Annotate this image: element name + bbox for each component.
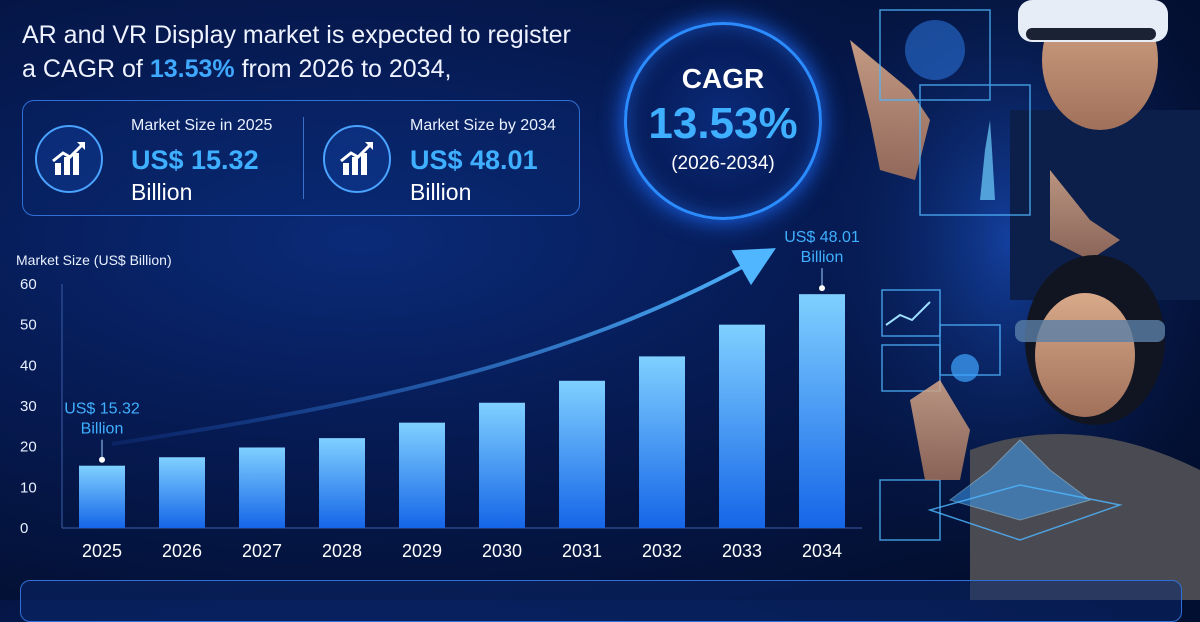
y-tick-label: 40 (20, 357, 37, 374)
data-label: Billion (801, 249, 844, 266)
bar-2025 (79, 465, 125, 528)
x-tick-label: 2032 (642, 541, 682, 561)
bar-2028 (319, 438, 365, 528)
bar-2030 (479, 402, 525, 528)
data-label: Billion (81, 421, 124, 438)
stat-unit: Billion (131, 179, 193, 205)
x-tick-label: 2031 (562, 541, 602, 561)
bar-2026 (159, 457, 205, 528)
headline-line-1: AR and VR Display market is expected to … (22, 21, 571, 49)
data-label: US$ 48.01 (784, 229, 860, 246)
cagr-value: 13.53% (648, 99, 798, 148)
x-tick-label: 2033 (722, 541, 762, 561)
headline-text: a CAGR of (22, 55, 150, 83)
data-label: US$ 15.32 (64, 401, 140, 418)
bar-2034 (799, 294, 845, 528)
bar-2029 (399, 422, 445, 528)
y-tick-label: 30 (20, 398, 37, 415)
data-label-marker (99, 456, 105, 463)
stat-label: Market Size by 2034 (410, 117, 556, 134)
x-tick-label: 2027 (242, 541, 282, 561)
growth-trend-arrow (111, 248, 776, 446)
x-tick-label: 2029 (402, 541, 442, 561)
cagr-period: (2026-2034) (671, 153, 775, 174)
cagr-badge: CAGR 13.53% (2026-2034) (624, 22, 822, 220)
stat-label: Market Size in 2025 (131, 117, 273, 134)
bar-2027 (239, 447, 285, 528)
headline-text-end: from 2026 to 2034, (234, 55, 452, 83)
bottom-panel (20, 580, 1182, 622)
headline-cagr-value: 13.53% (149, 55, 235, 83)
stat-value: US$ 48.01 (410, 145, 538, 175)
growth-chart-icon (323, 125, 391, 193)
data-label-marker (819, 285, 825, 292)
x-tick-label: 2028 (322, 541, 362, 561)
ar-vr-illustration (820, 0, 1200, 600)
y-tick-label: 10 (20, 479, 37, 496)
y-tick-label: 20 (20, 439, 37, 456)
x-tick-label: 2026 (162, 541, 202, 561)
stat-value: US$ 15.32 (131, 145, 259, 175)
headline-line-2: a CAGR of 13.53% from 2026 to 2034, (22, 52, 582, 86)
x-tick-label: 2030 (482, 541, 522, 561)
headline: AR and VR Display market is expected to … (22, 18, 582, 86)
market-size-bar-chart: Market Size (US$ Billion) 0102030405060 … (16, 229, 862, 561)
stat-divider (303, 117, 304, 199)
bar-2031 (559, 380, 605, 528)
x-tick-label: 2025 (82, 541, 122, 561)
y-tick-label: 0 (20, 520, 28, 537)
stat-market-size-2034: Market Size by 2034 US$ 48.01 Billion (313, 101, 579, 215)
market-size-panel: Market Size in 2025 US$ 15.32 Billion Ma… (22, 100, 580, 216)
y-tick-label: 50 (20, 317, 37, 334)
stat-unit: Billion (410, 179, 472, 205)
x-tick-label: 2034 (802, 541, 842, 561)
stat-market-size-2025: Market Size in 2025 US$ 15.32 Billion (23, 101, 303, 215)
y-tick-label: 60 (20, 276, 37, 293)
bar-2032 (639, 356, 685, 528)
growth-chart-icon (35, 125, 103, 193)
y-axis-label: Market Size (US$ Billion) (16, 252, 172, 268)
cagr-title: CAGR (681, 63, 765, 94)
bar-2033 (719, 324, 765, 528)
